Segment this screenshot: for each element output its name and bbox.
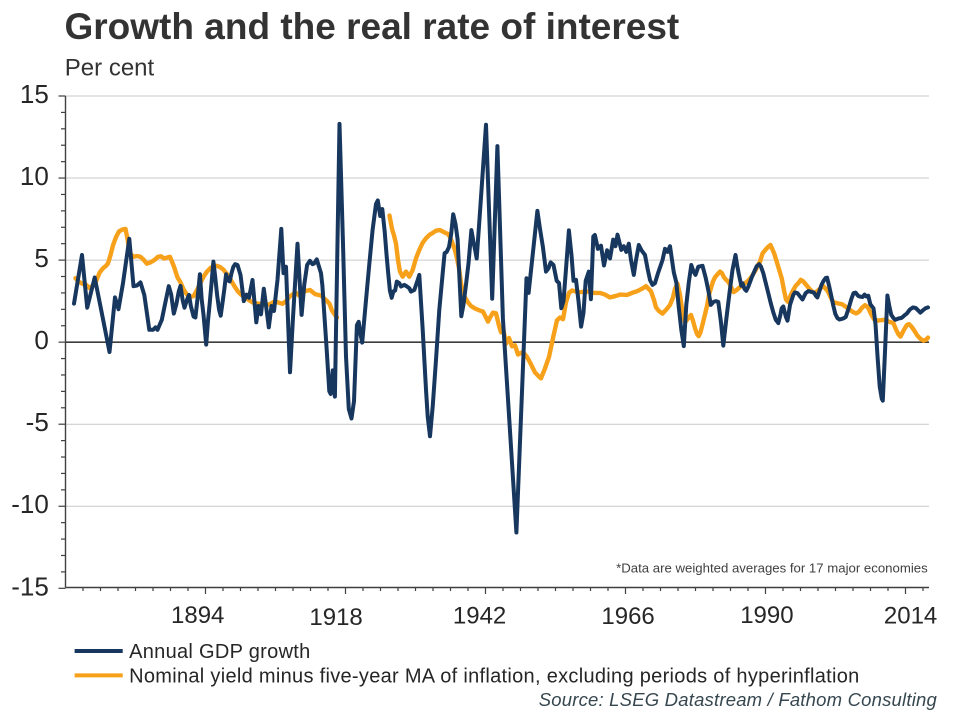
svg-text:Source: LSEG Datastream / Fath: Source: LSEG Datastream / Fathom Consult…	[539, 689, 938, 710]
svg-text:Annual GDP growth: Annual GDP growth	[129, 641, 311, 663]
svg-text:2014: 2014	[884, 603, 937, 630]
svg-text:1966: 1966	[601, 603, 654, 630]
svg-text:-5: -5	[26, 407, 49, 437]
svg-text:Nominal yield minus five-year: Nominal yield minus five-year MA of infl…	[129, 665, 860, 687]
svg-text:1990: 1990	[740, 602, 793, 629]
svg-text:15: 15	[20, 79, 49, 109]
svg-text:1918: 1918	[309, 604, 362, 631]
svg-text:-15: -15	[11, 571, 49, 601]
svg-text:Per cent: Per cent	[65, 54, 155, 81]
svg-text:0: 0	[34, 325, 48, 355]
svg-text:-10: -10	[11, 489, 49, 519]
svg-text:10: 10	[20, 161, 49, 191]
svg-text:5: 5	[34, 243, 48, 273]
svg-text:1894: 1894	[171, 602, 224, 629]
svg-text:1942: 1942	[453, 603, 506, 630]
svg-text:Growth and the real rate of in: Growth and the real rate of interest	[65, 6, 680, 47]
svg-text:*Data are weighted averages fo: *Data are weighted averages for 17 major…	[616, 561, 928, 576]
